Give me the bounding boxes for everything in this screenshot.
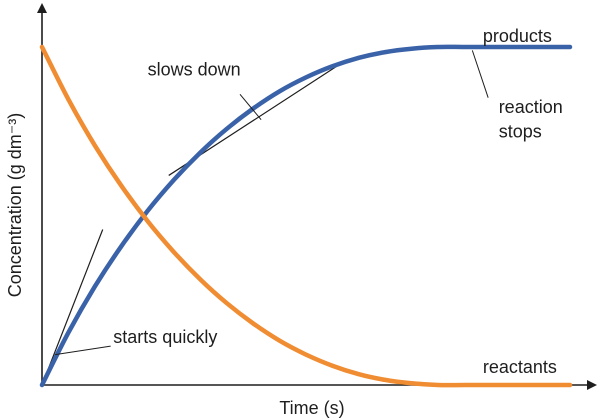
label-stops: stops (499, 122, 542, 142)
y-axis-title: Concentration (g dm⁻³) (5, 113, 25, 298)
leader-line-3 (471, 50, 489, 98)
leader-line-2 (55, 345, 111, 356)
series-line-reactants (39, 44, 573, 388)
label-products: products (483, 26, 552, 46)
label-slows-down: slows down (148, 60, 241, 80)
label-reaction: reaction (499, 97, 563, 117)
series-line-products (39, 44, 573, 388)
series-layer (39, 44, 573, 388)
x-axis-title: Time (s) (279, 398, 344, 418)
tangent-line-1 (41, 229, 104, 386)
label-starts-quickly: starts quickly (113, 327, 217, 347)
label-reactants: reactants (483, 357, 557, 377)
annotation-leaders (55, 50, 489, 356)
leader-line-1 (239, 93, 262, 120)
